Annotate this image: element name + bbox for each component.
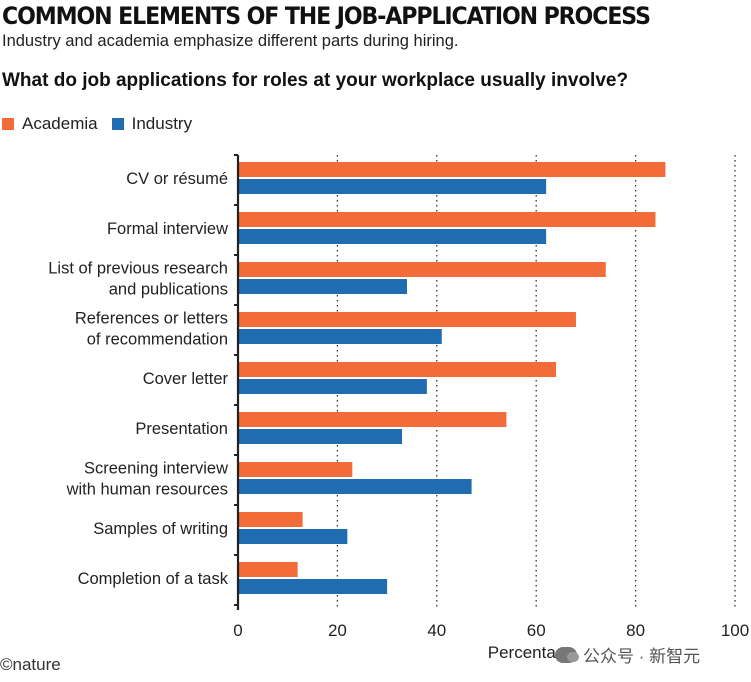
bar-industry-3 [238, 329, 442, 344]
category-label-7-0: Samples of writing [93, 520, 228, 538]
category-label-6-0: Screening interview [84, 460, 228, 478]
bar-academia-0 [238, 162, 666, 177]
legend-item-academia: Academia [2, 114, 98, 134]
bar-industry-8 [238, 579, 388, 594]
bar-academia-5 [238, 412, 507, 427]
legend-label-industry: Industry [131, 114, 193, 133]
bar-industry-6 [238, 479, 472, 494]
category-label-2-0: List of previous research [48, 260, 228, 278]
chart-title: COMMON ELEMENTS OF THE JOB-APPLICATION P… [2, 2, 651, 30]
bar-academia-7 [238, 512, 303, 527]
legend: Academia Industry [2, 114, 206, 134]
bar-academia-3 [238, 312, 576, 327]
category-label-1-0: Formal interview [107, 220, 228, 238]
legend-item-industry: Industry [111, 114, 193, 134]
bar-industry-1 [238, 229, 547, 244]
category-label-3-1: of recommendation [87, 331, 228, 349]
bar-industry-2 [238, 279, 407, 294]
bar-academia-6 [238, 462, 353, 477]
bar-academia-4 [238, 362, 557, 377]
bar-industry-0 [238, 179, 547, 194]
chart-question: What do job applications for roles at yo… [2, 70, 629, 91]
bar-industry-5 [238, 429, 403, 444]
category-label-2-1: and publications [109, 281, 228, 299]
watermark-text: 公众号 · 新智元 [583, 647, 701, 666]
chart-subtitle: Industry and academia emphasize differen… [2, 32, 459, 50]
x-axis-label: Percentage [488, 643, 575, 662]
wechat-icon [555, 646, 579, 663]
x-tick-label-80: 80 [626, 621, 645, 640]
x-tick-label-40: 40 [427, 621, 446, 640]
category-label-0-0: CV or résumé [126, 170, 228, 188]
category-label-4-0: Cover letter [143, 370, 229, 388]
nature-logo: ©nature [0, 655, 61, 674]
category-label-8-0: Completion of a task [78, 570, 229, 588]
x-tick-label-0: 0 [233, 621, 242, 640]
legend-swatch-industry [111, 118, 124, 130]
x-tick-label-60: 60 [527, 621, 546, 640]
legend-swatch-academia [2, 118, 14, 130]
bar-industry-4 [238, 379, 427, 394]
category-label-6-1: with human resources [66, 481, 228, 499]
watermark: 公众号 · 新智元 [555, 642, 700, 667]
category-label-3-0: References or letters [75, 310, 228, 328]
bar-academia-2 [238, 262, 606, 277]
category-label-5-0: Presentation [135, 420, 228, 438]
bar-academia-1 [238, 212, 656, 227]
bar-industry-7 [238, 529, 348, 544]
legend-label-academia: Academia [22, 114, 98, 133]
bar-academia-8 [238, 562, 298, 577]
x-tick-label-20: 20 [328, 621, 347, 640]
x-tick-label-100: 100 [721, 621, 749, 640]
